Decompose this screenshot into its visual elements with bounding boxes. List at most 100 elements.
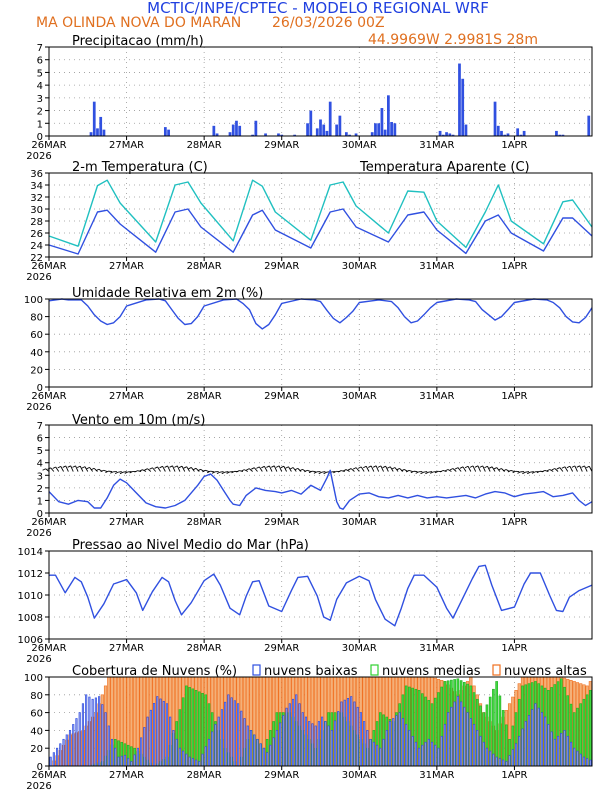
wind-barb-flag [363,465,367,469]
low-cloud-bar [327,725,330,767]
x-tick-label: 26MAR [31,261,66,272]
low-cloud-bar [272,737,275,767]
wind-barb-flag [289,467,294,470]
rh-title: Umidade Relativa em 2m (%) [72,286,263,301]
wind-barb-flag [342,469,347,472]
apparent-temp-line [48,179,593,249]
y-tick-label: 1006 [18,635,43,646]
low-cloud-bar [224,701,227,767]
x-tick-label: 30MAR [342,261,377,272]
x-tick-label: 30MAR [342,517,377,528]
wind-barb-flag [507,470,512,473]
low-cloud-bar [547,724,550,767]
low-cloud-bar [521,728,524,767]
precip-bar [393,123,397,136]
precip-bar [306,123,309,136]
precip-bar [293,134,297,136]
low-cloud-bar [308,721,311,767]
precip-bar [506,133,510,136]
wind-barb [350,468,355,472]
low-cloud-bar [579,753,582,767]
low-cloud-bar [566,735,569,767]
low-cloud-bar [146,716,149,767]
low-cloud-bar [505,761,508,767]
low-cloud-bar [298,703,301,767]
wind-barb-flag [42,468,46,471]
mid-cloud-bar [498,695,502,767]
low-cloud-bar [117,756,120,767]
wind-barb [219,471,224,473]
low-cloud-bar [88,696,91,767]
wind-barb [137,470,142,472]
wind-barb [569,466,574,472]
wind-barb-flag [586,465,590,469]
low-cloud-bar [540,712,543,767]
wind-barb-flag [556,467,560,470]
y-tick-label: 30 [30,205,43,216]
low-cloud-bar [531,709,534,767]
wind-barb [544,470,549,472]
y-tick-label: 3 [37,94,43,105]
low-cloud-bar [589,759,592,767]
x-tick-label: 28MAR [187,261,222,272]
wind-barb [172,465,176,472]
wind-barb-flag [410,470,415,474]
wind-barb-flag [174,465,178,468]
wind-barb-flag [308,470,313,474]
mid-cloud-bar [194,690,198,767]
x-tick-label: 30MAR [342,140,377,151]
plot-frame [48,172,593,258]
low-cloud-bar [576,750,579,767]
precip-bar [328,101,332,136]
precip-bar [96,128,99,136]
pressure-line [49,564,593,627]
wind-speed-line [48,469,593,510]
low-cloud-bar [411,735,414,767]
low-cloud-bar [98,696,101,767]
precip-bar [167,129,170,136]
wind-barb-flag [119,471,124,475]
low-cloud-bar [350,696,353,767]
wind-barb-flag [536,470,541,474]
year-label: 2026 [26,402,51,413]
low-cloud-bar [243,718,246,767]
low-cloud-bar [178,747,181,767]
mid-cloud-bar [188,687,191,767]
y-tick-label: 26 [30,229,43,240]
precip-bar [251,134,254,136]
wind-barb-flag [275,465,280,468]
low-cloud-bar [107,725,110,767]
low-cloud-bar [72,724,75,767]
low-cloud-bar [437,747,440,767]
wind-barb-flag [256,466,260,469]
low-cloud-bar [385,730,388,767]
low-cloud-bar [259,743,262,767]
precip-bar [458,63,461,136]
plot-frame [48,46,593,137]
low-cloud-bar [282,715,285,767]
precip-bar [280,134,284,136]
header-location: MA OLINDA NOVA DO MARAN [36,15,241,31]
x-tick-label: 1APR [501,261,527,272]
low-cloud-bar [262,747,266,767]
low-cloud-bar [130,761,133,767]
low-cloud-bar [317,721,320,767]
wind-barb [45,468,50,472]
precip-bar [228,132,232,136]
wind-barb-flag [266,465,270,468]
x-tick-label: 26MAR [31,517,66,528]
low-cloud-bar [214,724,217,767]
x-tick-label: 1APR [501,643,527,654]
wind-barb-flag [236,470,240,473]
x-tick-label: 29MAR [264,770,299,781]
low-cloud-bar [169,716,172,767]
low-cloud-bar [127,758,130,767]
y-tick-label: 60 [30,709,43,720]
wind-barb [428,471,433,473]
low-cloud-bar [482,741,485,767]
wind-barb-flag [372,465,377,468]
low-cloud-bar [143,727,146,767]
low-cloud-bar [511,749,514,767]
y-tick-label: 2 [37,484,43,495]
